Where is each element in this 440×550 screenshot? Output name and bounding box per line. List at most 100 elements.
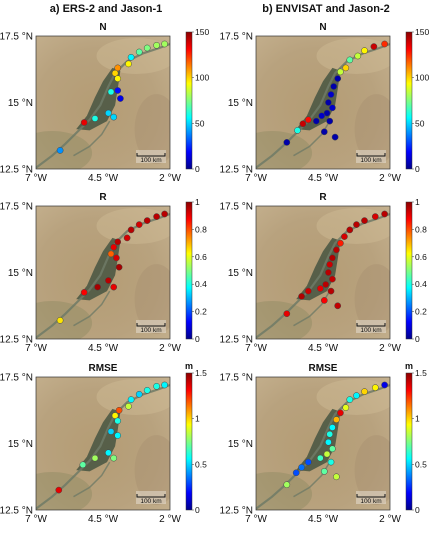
virtual-station-marker[interactable]: [113, 254, 120, 262]
virtual-station-marker[interactable]: [333, 473, 340, 481]
virtual-station-marker[interactable]: [114, 417, 122, 425]
virtual-station-marker[interactable]: [329, 254, 336, 262]
virtual-station-marker[interactable]: [337, 239, 344, 247]
virtual-station-marker[interactable]: [283, 310, 291, 318]
virtual-station-marker[interactable]: [153, 382, 160, 390]
virtual-station-marker[interactable]: [327, 458, 335, 466]
virtual-station-marker[interactable]: [337, 409, 344, 417]
virtual-station-marker[interactable]: [123, 234, 131, 242]
virtual-station-marker[interactable]: [105, 277, 112, 284]
virtual-station-marker[interactable]: [320, 468, 328, 475]
virtual-station-marker[interactable]: [354, 52, 362, 60]
virtual-station-marker[interactable]: [80, 289, 88, 296]
virtual-station-marker[interactable]: [115, 406, 123, 414]
virtual-station-marker[interactable]: [114, 64, 122, 72]
virtual-station-marker[interactable]: [114, 87, 122, 94]
virtual-station-marker[interactable]: [298, 293, 305, 300]
virtual-station-marker[interactable]: [342, 64, 350, 72]
virtual-station-marker[interactable]: [346, 56, 354, 64]
virtual-station-marker[interactable]: [304, 116, 312, 124]
virtual-station-marker[interactable]: [381, 40, 388, 48]
virtual-station-marker[interactable]: [143, 386, 151, 394]
virtual-station-marker[interactable]: [325, 438, 332, 446]
virtual-station-marker[interactable]: [318, 112, 326, 120]
virtual-station-marker[interactable]: [329, 104, 336, 112]
virtual-station-marker[interactable]: [370, 43, 378, 50]
virtual-station-marker[interactable]: [341, 233, 348, 240]
virtual-station-marker[interactable]: [299, 120, 307, 128]
virtual-station-marker[interactable]: [327, 287, 335, 295]
virtual-station-marker[interactable]: [91, 454, 99, 462]
virtual-station-marker[interactable]: [107, 88, 115, 96]
virtual-station-marker[interactable]: [333, 416, 340, 423]
virtual-station-marker[interactable]: [110, 113, 118, 121]
virtual-station-marker[interactable]: [117, 95, 124, 102]
virtual-station-marker[interactable]: [326, 261, 334, 268]
virtual-station-marker[interactable]: [346, 226, 354, 234]
virtual-station-marker[interactable]: [312, 117, 320, 125]
virtual-station-marker[interactable]: [161, 381, 168, 389]
virtual-station-marker[interactable]: [91, 115, 99, 122]
virtual-station-marker[interactable]: [111, 412, 119, 419]
virtual-station-marker[interactable]: [316, 285, 324, 292]
virtual-station-marker[interactable]: [114, 75, 122, 82]
virtual-station-marker[interactable]: [320, 297, 328, 304]
virtual-station-marker[interactable]: [361, 217, 368, 224]
virtual-station-marker[interactable]: [304, 458, 312, 466]
virtual-station-marker[interactable]: [135, 48, 143, 56]
virtual-station-marker[interactable]: [56, 147, 64, 154]
virtual-station-marker[interactable]: [161, 210, 168, 218]
virtual-station-marker[interactable]: [325, 99, 332, 106]
virtual-station-marker[interactable]: [127, 396, 135, 403]
virtual-station-marker[interactable]: [283, 139, 291, 146]
virtual-station-marker[interactable]: [161, 40, 168, 48]
virtual-station-marker[interactable]: [110, 454, 118, 462]
virtual-station-marker[interactable]: [79, 461, 87, 469]
virtual-station-marker[interactable]: [56, 317, 64, 324]
virtual-station-marker[interactable]: [110, 283, 118, 291]
virtual-station-marker[interactable]: [333, 246, 340, 254]
virtual-station-marker[interactable]: [115, 263, 123, 271]
virtual-station-marker[interactable]: [94, 283, 101, 291]
virtual-station-marker[interactable]: [292, 469, 300, 477]
virtual-station-marker[interactable]: [316, 454, 324, 462]
virtual-station-marker[interactable]: [323, 109, 331, 117]
virtual-station-marker[interactable]: [105, 449, 112, 457]
virtual-station-marker[interactable]: [323, 450, 331, 458]
virtual-station-marker[interactable]: [111, 69, 119, 77]
virtual-station-marker[interactable]: [326, 117, 334, 125]
virtual-station-marker[interactable]: [125, 60, 132, 68]
virtual-station-marker[interactable]: [127, 226, 135, 234]
virtual-station-marker[interactable]: [334, 302, 342, 310]
virtual-station-marker[interactable]: [107, 250, 115, 258]
virtual-station-marker[interactable]: [330, 83, 338, 90]
virtual-station-marker[interactable]: [342, 404, 350, 411]
virtual-station-marker[interactable]: [371, 213, 379, 220]
virtual-station-marker[interactable]: [329, 445, 336, 453]
virtual-station-marker[interactable]: [153, 41, 160, 49]
virtual-station-marker[interactable]: [304, 287, 312, 295]
virtual-station-marker[interactable]: [329, 424, 336, 431]
virtual-station-marker[interactable]: [325, 269, 332, 276]
virtual-station-marker[interactable]: [55, 486, 63, 494]
virtual-station-marker[interactable]: [326, 430, 334, 438]
virtual-station-marker[interactable]: [127, 53, 135, 61]
virtual-station-marker[interactable]: [143, 217, 151, 224]
virtual-station-marker[interactable]: [283, 481, 291, 489]
virtual-station-marker[interactable]: [334, 75, 342, 82]
virtual-station-marker[interactable]: [337, 68, 344, 76]
virtual-station-marker[interactable]: [329, 275, 336, 283]
virtual-station-marker[interactable]: [381, 381, 388, 389]
virtual-station-marker[interactable]: [320, 128, 328, 136]
virtual-station-marker[interactable]: [153, 213, 160, 220]
virtual-station-marker[interactable]: [107, 428, 115, 435]
virtual-station-marker[interactable]: [143, 44, 151, 52]
virtual-station-marker[interactable]: [135, 221, 143, 228]
virtual-station-marker[interactable]: [327, 91, 335, 98]
virtual-station-marker[interactable]: [322, 281, 330, 288]
virtual-station-marker[interactable]: [371, 384, 379, 391]
virtual-station-marker[interactable]: [331, 133, 339, 141]
virtual-station-marker[interactable]: [114, 432, 122, 439]
virtual-station-marker[interactable]: [125, 402, 132, 410]
virtual-station-marker[interactable]: [135, 390, 143, 398]
